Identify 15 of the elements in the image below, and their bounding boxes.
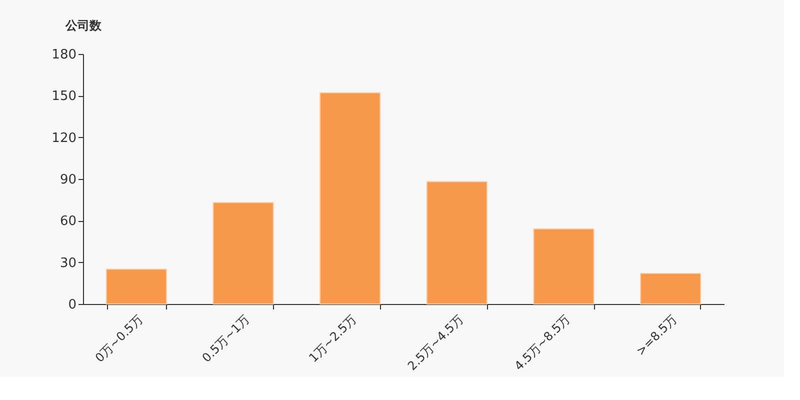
y-tick-label: 0 — [68, 298, 76, 312]
bar — [320, 92, 381, 304]
bar — [426, 181, 488, 304]
y-tick-label: 180 — [52, 48, 76, 62]
bar — [212, 202, 274, 304]
bar — [640, 272, 702, 304]
y-axis-title: 公司数 — [64, 18, 102, 32]
y-tick-label: 60 — [60, 214, 76, 230]
y-tick-label: 30 — [60, 256, 76, 271]
y-tick-label: 90 — [60, 172, 76, 188]
y-tick-label: 120 — [52, 130, 76, 146]
bar — [106, 268, 167, 304]
y-tick-label: 150 — [52, 89, 76, 104]
bar — [533, 228, 594, 304]
x-tick-label: 0.5万~1万 — [199, 312, 252, 365]
